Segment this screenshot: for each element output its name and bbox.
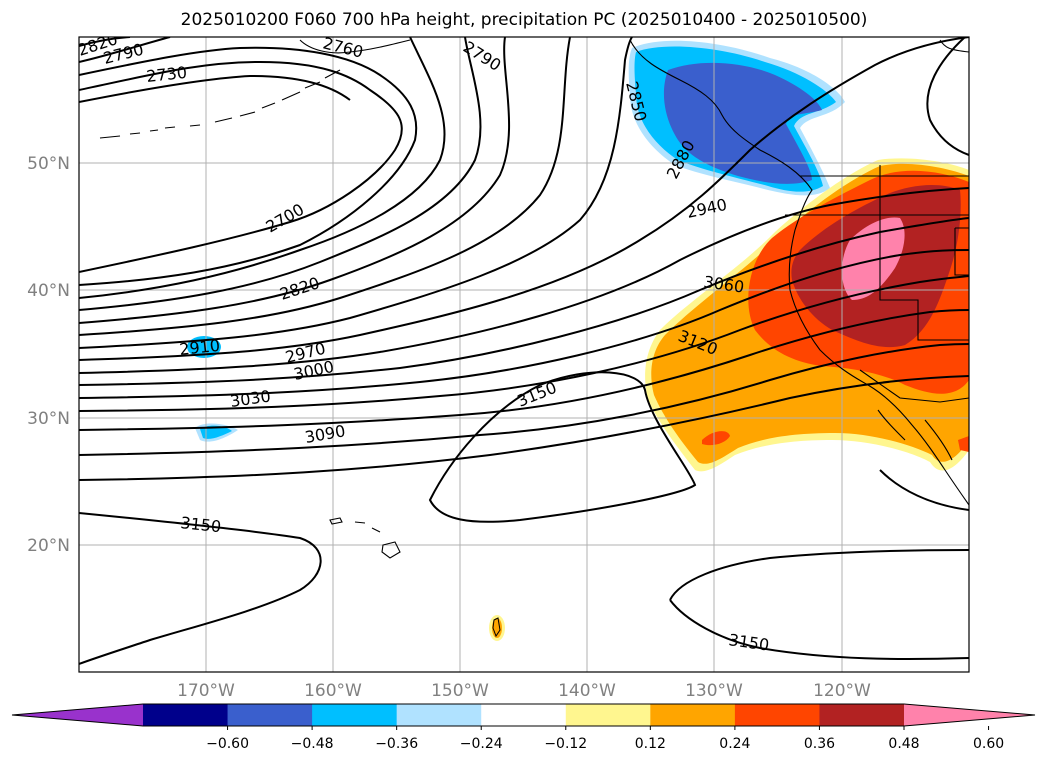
height-contours — [79, 37, 969, 665]
colorbar-segment — [481, 704, 567, 726]
colorbar-tick-label: −0.36 — [375, 736, 418, 752]
map-frame — [78, 36, 970, 673]
colorbar-tick-label: 0.12 — [635, 736, 666, 752]
lat-label: 30°N — [27, 409, 70, 429]
colorbar-segment — [312, 704, 398, 726]
colorbar: −0.60 −0.48 −0.36 −0.24 −0.12 0.12 0.24 0.36 0.4… — [11, 703, 1036, 752]
colorbar-segment — [227, 704, 313, 726]
lon-label: 160°W — [304, 681, 362, 701]
lon-label: 120°W — [813, 681, 871, 701]
lon-label: 130°W — [685, 681, 743, 701]
lon-label: 170°W — [177, 681, 235, 701]
colorbar-tick-label: −0.60 — [206, 736, 249, 752]
colorbar-segment — [734, 704, 820, 726]
colorbar-segment — [396, 704, 482, 726]
colorbar-tick-label: −0.24 — [460, 736, 503, 752]
colorbar-segment — [650, 704, 736, 726]
colorbar-tick-label: 0.60 — [973, 736, 1004, 752]
latitude-labels: 50°N 40°N 30°N 20°N — [27, 154, 70, 556]
contour-label: 2730 — [145, 63, 187, 86]
contour-label: 3150 — [180, 513, 222, 536]
figure-title: 2025010200 F060 700 hPa height, precipit… — [181, 10, 868, 30]
colorbar-tick-label: −0.12 — [544, 736, 587, 752]
colorbar-tick-label: −0.48 — [291, 736, 334, 752]
lat-label: 20°N — [27, 536, 70, 556]
colorbar-extend-right — [904, 704, 1035, 726]
longitude-labels: 170°W 160°W 150°W 140°W 130°W 120°W — [177, 681, 871, 701]
lat-label: 40°N — [27, 281, 70, 301]
lon-label: 140°W — [558, 681, 616, 701]
colorbar-tick-label: 0.36 — [804, 736, 835, 752]
lat-label: 50°N — [27, 154, 70, 174]
colorbar-extend-left — [12, 704, 143, 726]
lon-label: 150°W — [431, 681, 489, 701]
contour-label: 2910 — [178, 336, 220, 359]
colorbar-tick-label: 0.24 — [719, 736, 750, 752]
colorbar-segment — [143, 704, 229, 726]
colorbar-segment — [565, 704, 651, 726]
colorbar-tick-label: 0.48 — [888, 736, 919, 752]
colorbar-outline — [11, 703, 1036, 727]
colorbar-segment — [819, 704, 905, 726]
